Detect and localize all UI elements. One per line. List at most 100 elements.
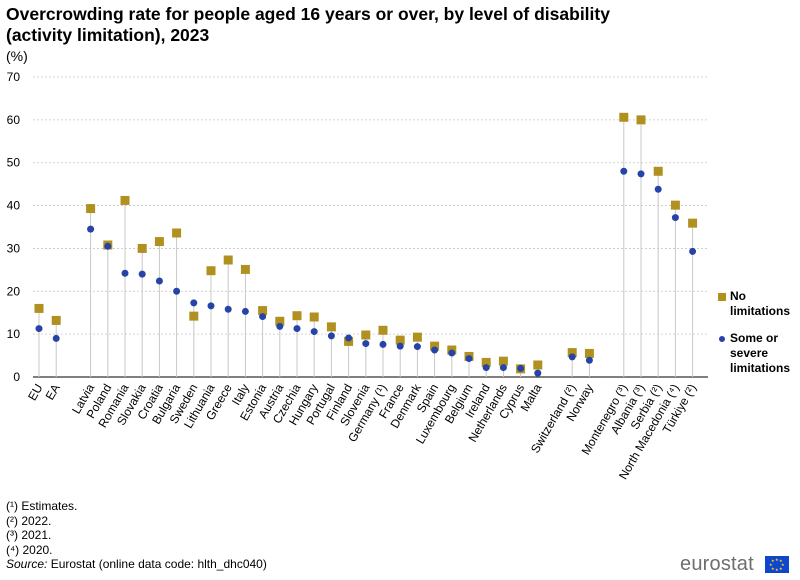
marker-no-limitations: [206, 266, 216, 276]
marker-some-limitations: [293, 325, 301, 333]
marker-no-limitations: [86, 204, 96, 214]
marker-some-limitations: [207, 302, 215, 310]
unit-label: (%): [6, 48, 28, 64]
legend-label-no-limitations: No limitations: [730, 289, 791, 318]
marker-no-limitations: [292, 311, 302, 321]
source-label: Source:: [6, 557, 48, 571]
legend-item-no-limitations[interactable]: No limitations: [718, 289, 800, 319]
marker-some-limitations: [224, 305, 232, 313]
marker-some-limitations: [35, 325, 43, 333]
marker-some-limitations: [310, 328, 318, 336]
marker-no-limitations: [258, 306, 268, 316]
marker-some-limitations: [173, 287, 181, 295]
x-tick-label: EA: [43, 382, 63, 403]
y-tick-label: 0: [13, 370, 20, 384]
marker-no-limitations: [51, 315, 61, 325]
marker-no-limitations: [498, 356, 508, 366]
footnote-4: (⁴) 2020.: [6, 542, 53, 557]
marker-no-limitations: [326, 322, 336, 332]
eu-flag-icon: ★ ★ ★ ★ ★ ★ ★ ★: [765, 556, 789, 573]
y-tick-label: 50: [7, 156, 21, 170]
y-tick-label: 70: [7, 70, 21, 84]
chart-title: Overcrowding rate for people aged 16 yea…: [6, 4, 610, 45]
legend-item-some-limitations[interactable]: Some or severe limitations: [718, 331, 800, 376]
marker-some-limitations: [327, 332, 335, 340]
marker-no-limitations: [636, 115, 646, 125]
marker-some-limitations: [138, 270, 146, 278]
footnote-3: (³) 2021.: [6, 528, 52, 542]
stem-layer: [38, 117, 694, 377]
marker-some-limitations: [534, 369, 542, 377]
marker-some-limitations: [413, 343, 421, 351]
marker-some-limitations: [585, 356, 593, 364]
marker-some-limitations: [104, 242, 112, 250]
x-tick-label: EU: [25, 382, 45, 403]
marker-no-limitations: [395, 335, 405, 345]
y-tick-label: 10: [7, 327, 21, 341]
marker-no-limitations: [172, 228, 182, 238]
marker-no-limitations: [430, 341, 440, 351]
marker-no-limitations: [309, 312, 319, 322]
marker-no-limitations: [275, 316, 285, 326]
marker-no-limitations: [120, 195, 130, 205]
marker-no-limitations: [653, 166, 663, 176]
marker-some-limitations: [482, 364, 490, 372]
marker-no-limitations: [670, 200, 680, 210]
y-tick-label: 60: [7, 113, 21, 127]
marker-no-limitations: [361, 330, 371, 340]
marker-no-limitations: [412, 332, 422, 342]
marker-no-limitations: [154, 237, 164, 247]
series-some-limitations: [35, 167, 697, 377]
marker-some-limitations: [620, 167, 628, 175]
legend: No limitations Some or severe limitation…: [718, 289, 800, 388]
source-line: Source: Eurostat (online data code: hlth…: [6, 557, 267, 572]
marker-no-limitations: [688, 218, 698, 228]
marker-no-limitations: [189, 311, 199, 321]
marker-some-limitations: [689, 247, 697, 255]
marker-some-limitations: [276, 322, 284, 330]
marker-some-limitations: [568, 353, 576, 361]
marker-some-limitations: [499, 364, 507, 372]
marker-some-limitations: [654, 185, 662, 193]
marker-no-limitations: [34, 303, 44, 313]
marker-no-limitations: [584, 348, 594, 358]
marker-no-limitations: [481, 357, 491, 367]
y-tick-label: 30: [7, 241, 21, 255]
source-text: Eurostat (online data code: hlth_dhc040): [47, 557, 267, 571]
marker-some-limitations: [190, 299, 198, 307]
legend-dot-marker: [719, 336, 725, 342]
marker-some-limitations: [671, 214, 679, 222]
marker-some-limitations: [517, 364, 525, 372]
legend-square-marker: [718, 293, 726, 301]
marker-some-limitations: [448, 349, 456, 357]
marker-some-limitations: [241, 307, 249, 315]
marker-some-limitations: [465, 355, 473, 363]
y-tick-label: 40: [7, 199, 21, 213]
eurostat-logo[interactable]: eurostat: [680, 553, 754, 575]
marker-some-limitations: [155, 277, 163, 285]
series-no-limitations: [34, 112, 698, 374]
grid-layer: [33, 76, 708, 378]
marker-no-limitations: [240, 264, 250, 274]
y-tick-label: 20: [7, 284, 21, 298]
marker-no-limitations: [137, 243, 147, 253]
marker-some-limitations: [259, 313, 267, 321]
footnote-1: (¹) Estimates.: [6, 499, 78, 513]
marker-some-limitations: [52, 334, 60, 342]
y-axis-ticks: 0 10 20 30 40 50 60 70: [7, 70, 21, 384]
footnote-2: (²) 2022.: [6, 513, 52, 528]
marker-some-limitations: [431, 346, 439, 354]
marker-no-limitations: [533, 360, 543, 370]
footnotes: (¹) Estimates. (²) 2022. (³) 2021. (⁴) 2…: [6, 499, 267, 572]
legend-label-some-limitations: Some or severe limitations: [730, 331, 791, 375]
marker-some-limitations: [362, 340, 370, 348]
marker-no-limitations: [223, 255, 233, 265]
marker-some-limitations: [345, 334, 353, 342]
marker-no-limitations: [378, 325, 388, 335]
marker-some-limitations: [121, 269, 129, 277]
marker-some-limitations: [396, 342, 404, 350]
marker-some-limitations: [379, 340, 387, 348]
marker-some-limitations: [637, 170, 645, 178]
